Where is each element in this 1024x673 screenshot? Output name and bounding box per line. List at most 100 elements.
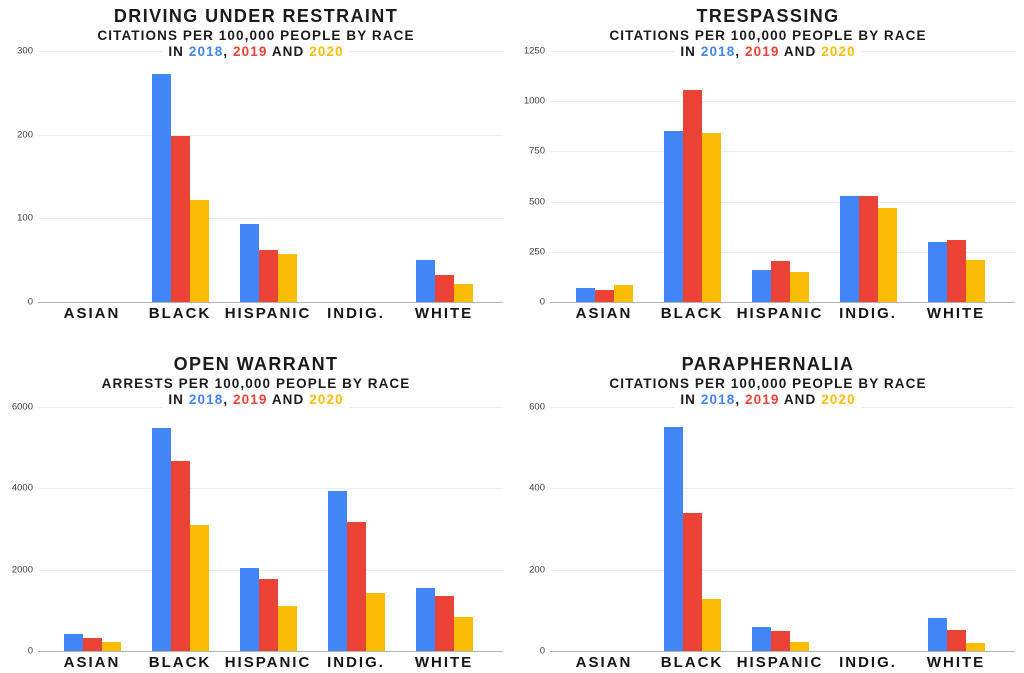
x-axis-label: WHITE [926, 305, 986, 322]
y-tick-label: 0 [539, 645, 545, 657]
year-line-in: IN [168, 392, 185, 407]
gridline [550, 569, 1015, 571]
legend-2019: 2019 [233, 392, 268, 407]
y-tick-label: 200 [529, 564, 545, 576]
bar-2019-indig [858, 195, 878, 302]
y-tick-label: 1250 [523, 45, 545, 57]
bar-2020-hispanic [277, 605, 297, 651]
bar-2019-white [946, 239, 966, 302]
x-axis-label: ASIAN [575, 654, 633, 671]
chart-panel-trespassing: TRESPASSING CITATIONS PER 100,000 PEOPLE… [512, 0, 1024, 336]
x-axis-label: BLACK [660, 305, 724, 322]
bar-2020-black [701, 598, 721, 651]
legend-2018: 2018 [188, 392, 224, 407]
legend-2020: 2020 [309, 392, 344, 407]
x-axis-labels: ASIAN BLACK HISPANIC INDIG. WHITE [0, 654, 512, 673]
x-axis-label: ASIAN [575, 305, 633, 322]
bar-2019-asian [82, 638, 102, 651]
x-axis-label: BLACK [148, 305, 212, 322]
bar-2020-white [453, 283, 473, 302]
y-tick-label: 100 [17, 212, 33, 224]
chart-header: PARAPHERNALIA CITATIONS PER 100,000 PEOP… [512, 353, 1024, 408]
y-tick-label: 250 [529, 246, 545, 258]
gridline [38, 488, 503, 490]
legend-2020: 2020 [309, 44, 344, 59]
x-axis-line [38, 302, 503, 303]
y-tick-label: 600 [529, 401, 545, 413]
bar-2019-hispanic [770, 260, 790, 302]
x-axis-label: BLACK [660, 654, 724, 671]
bar-2018-indig [327, 491, 347, 651]
gridline [550, 151, 1015, 153]
bar-2018-white [927, 618, 947, 651]
x-axis-label: INDIG. [327, 654, 385, 671]
y-tick-label: 0 [27, 296, 33, 308]
year-line-in: IN [168, 44, 185, 59]
chart-header: OPEN WARRANT ARRESTS PER 100,000 PEOPLE … [0, 353, 512, 408]
chart-title: TRESPASSING [696, 6, 840, 26]
bar-2018-white [415, 587, 435, 651]
x-axis-labels: ASIAN BLACK HISPANIC INDIG. WHITE [512, 305, 1024, 335]
chart-title: DRIVING UNDER RESTRAINT [113, 6, 399, 26]
bar-2020-indig [365, 592, 385, 651]
y-tick-label: 6000 [11, 401, 33, 413]
y-tick-label: 0 [539, 296, 545, 308]
bar-2018-hispanic [239, 224, 259, 302]
chart-year-line: IN 2018, 2019 AND 2020 [512, 392, 1024, 408]
chart-year-line: IN 2018, 2019 AND 2020 [512, 44, 1024, 60]
bar-2018-asian [575, 287, 595, 302]
bar-2019-black [682, 90, 702, 302]
bar-2019-black [170, 135, 190, 302]
gridline [550, 201, 1015, 203]
bar-2019-white [434, 595, 454, 651]
bar-2019-white [946, 630, 966, 651]
chart-panel-driving-under-restraint: DRIVING UNDER RESTRAINT CITATIONS PER 10… [0, 0, 512, 336]
bar-2020-hispanic [789, 271, 809, 302]
chart-title: PARAPHERNALIA [681, 354, 855, 374]
plot-area-open-warrant: 0 2000 4000 6000 ASIAN BLACK HISPANIC INDIG. WHI… [0, 402, 512, 671]
bar-2018-black [663, 427, 683, 651]
bar-2020-indig [877, 207, 897, 302]
bar-2020-asian [101, 642, 121, 651]
bar-2019-indig [346, 522, 366, 651]
year-line-comma: , [735, 44, 741, 59]
x-axis-label: INDIG. [839, 654, 897, 671]
chart-year-line: IN 2018, 2019 AND 2020 [0, 392, 512, 408]
x-axis-line [550, 302, 1015, 303]
y-tick-label: 0 [27, 645, 33, 657]
bar-2019-white [434, 275, 454, 302]
gridline [38, 218, 503, 220]
gridline [38, 569, 503, 571]
legend-2019: 2019 [745, 392, 780, 407]
bar-2018-black [151, 74, 171, 302]
year-line-and: AND [783, 392, 817, 407]
x-axis-label: ASIAN [63, 305, 121, 322]
y-tick-label: 2000 [11, 564, 33, 576]
legend-2019: 2019 [233, 44, 268, 59]
bar-2018-hispanic [751, 269, 771, 302]
x-axis-labels: ASIAN BLACK HISPANIC INDIG. WHITE [512, 654, 1024, 673]
y-tick-label: 300 [17, 45, 33, 57]
bar-2019-hispanic [258, 250, 278, 302]
chart-title: OPEN WARRANT [173, 354, 339, 374]
x-axis-label: HISPANIC [736, 654, 824, 671]
bar-2018-indig [839, 195, 859, 302]
bar-2019-hispanic [770, 631, 790, 651]
bar-2018-hispanic [239, 568, 259, 651]
legend-2019: 2019 [745, 44, 780, 59]
y-tick-label: 500 [529, 196, 545, 208]
year-line-comma: , [735, 392, 741, 407]
bar-2019-black [682, 512, 702, 651]
chart-header: TRESPASSING CITATIONS PER 100,000 PEOPLE… [512, 5, 1024, 60]
x-axis-label: INDIG. [327, 305, 385, 322]
chart-header: DRIVING UNDER RESTRAINT CITATIONS PER 10… [0, 5, 512, 60]
x-axis-labels: ASIAN BLACK HISPANIC INDIG. WHITE [0, 305, 512, 335]
plot-area-paraphernalia: 0 200 400 600 ASIAN BLACK HISPANIC INDIG. WHITE [512, 402, 1024, 671]
year-line-and: AND [783, 44, 817, 59]
bar-2020-black [701, 133, 721, 302]
chart-subtitle: ARRESTS PER 100,000 PEOPLE BY RACE [101, 376, 411, 391]
bar-2018-black [663, 131, 683, 302]
y-tick-label: 1000 [523, 95, 545, 107]
x-axis-label: BLACK [148, 654, 212, 671]
